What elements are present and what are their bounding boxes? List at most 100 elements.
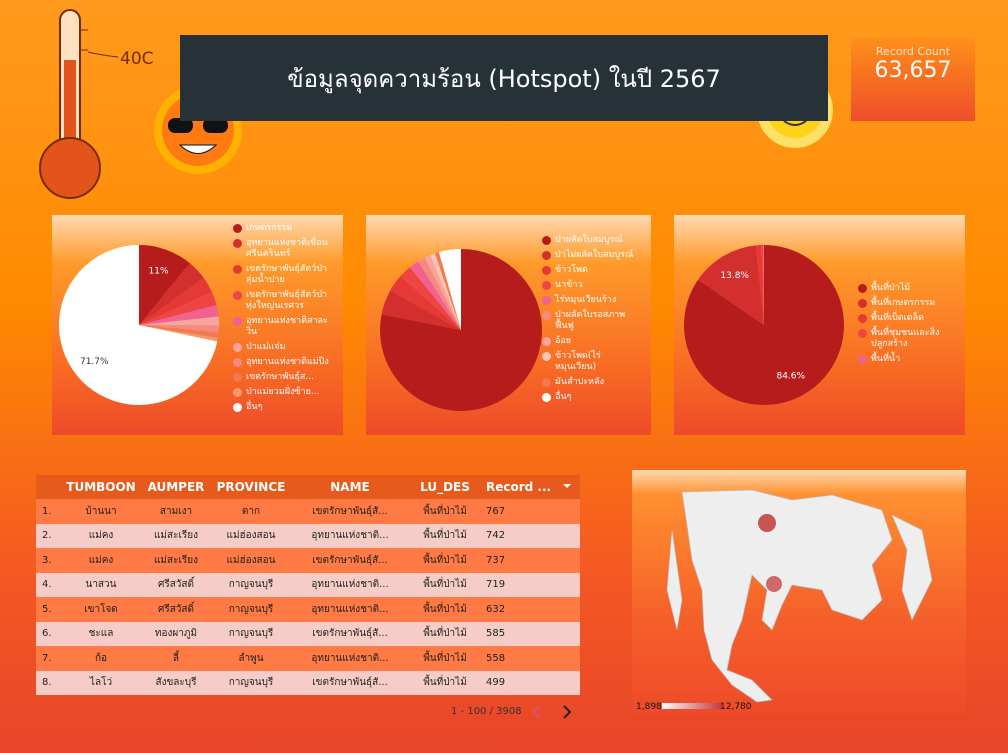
table-cell: แม่คง	[62, 523, 140, 548]
pager-buttons[interactable]	[530, 704, 580, 720]
table-row: 6. ชะแล ทองผาภูมิ กาญจนบุรี เขตรักษาพันธุ์สั…	[36, 621, 580, 646]
table-cell: กาญจนบุรี	[212, 572, 290, 597]
table-row: 5. เขาโจด ศรีสวัสดิ์ กาญจนบุรี อุทยานแห่งชาต…	[36, 597, 580, 622]
header-cell	[36, 475, 62, 499]
table: TUMBOON AUMPER PROVINCE NAME LU_DES Record ..…	[36, 475, 580, 695]
header-cell: TUMBOON	[62, 475, 140, 499]
table-cell: เขตรักษาพันธุ์สั...	[290, 621, 410, 646]
legend-label: อุทยานแห่งชาติแม่ปิง	[246, 357, 329, 367]
legend-item: พื้นที่ป่าไม้	[858, 283, 955, 294]
legend-label: อุทยานแห่งชาติสาละวิน	[246, 316, 328, 337]
table-cell: ศรีสวัสดิ์	[140, 572, 212, 597]
legend-label: เกษตรกรรม	[246, 223, 293, 233]
table-cell: แม่สะเรียง	[140, 523, 212, 548]
table-cell: 6.	[36, 621, 62, 646]
legend-swatch	[858, 329, 867, 338]
legend-label: ป่าผลัดใบสมบูรณ์	[555, 235, 623, 245]
table-cell: บ้านนา	[62, 499, 140, 524]
legend-item: ป่าแม่แจ่ม	[233, 342, 333, 353]
legend-swatch	[542, 296, 551, 305]
legend-swatch	[233, 358, 242, 367]
table-cell: อุทยานแห่งชาติ...	[290, 646, 410, 671]
legend-item: เขตรักษาพันธุ์สัตว์ป่าลุ่มน้ำปาย	[233, 264, 333, 286]
table-cell: พื้นที่ป่าไม้	[410, 670, 480, 695]
legend-swatch	[542, 236, 551, 245]
legend-item: ไร่หมุนเวียนร้าง	[542, 295, 641, 306]
legend-swatch	[233, 373, 242, 382]
legend-item: ป่าแม่ยวมฝั่งซ้าย...	[233, 387, 333, 398]
header-cell: Record ...	[480, 475, 580, 499]
table-cell: 7.	[36, 646, 62, 671]
table-cell: 737	[480, 548, 580, 573]
legend-item: เกษตรกรรม	[233, 223, 333, 234]
next-page[interactable]	[563, 705, 572, 719]
pie-slice	[424, 255, 461, 330]
table-cell: ชะแล	[62, 621, 140, 646]
legend: เกษตรกรรมอุทยานแห่งชาติเขื่อนศรีนครินทร์…	[233, 223, 333, 417]
pie-slice	[139, 277, 213, 325]
table-cell: แม่ฮ่องสอน	[212, 523, 290, 548]
pie-slice	[760, 245, 764, 325]
slice-label: 11%	[149, 266, 169, 276]
table-cell: นาสวน	[62, 572, 140, 597]
table-cell: ไลโว่	[62, 670, 140, 695]
legend-label: พื้นที่เกษตรกรรม	[871, 298, 936, 308]
header-cell: PROVINCE	[212, 475, 290, 499]
table-cell: 558	[480, 646, 580, 671]
title-box: ข้อมูลจุดความร้อน (Hotspot) ในปี 2567	[180, 35, 828, 121]
pie-slice	[400, 267, 461, 330]
table-cell: พื้นที่ป่าไม้	[410, 621, 480, 646]
legend-swatch	[858, 355, 867, 364]
legend-item: อุทยานแห่งชาติเขื่อนศรีนครินทร์	[233, 238, 333, 260]
pie-panel: 11% 71.7% เกษตรกรรม อุทยานแห่งชาติเขื่อนศรี…	[52, 215, 343, 435]
legend-item: อ้อย	[542, 336, 641, 347]
legend-swatch	[542, 378, 551, 387]
pie-slice	[381, 290, 461, 330]
legend-swatch	[542, 281, 551, 290]
legend-label: ไร่หมุนเวียนร้าง	[555, 295, 617, 305]
legend-swatch	[542, 352, 551, 361]
table-cell: พื้นที่ป่าไม้	[410, 548, 480, 573]
legend-swatch	[542, 251, 551, 260]
table-cell: 742	[480, 523, 580, 548]
legend-item: ข้าวโพด	[542, 265, 641, 276]
legend-label: อื่นๆ	[555, 392, 572, 402]
thermometer-label: 40C	[120, 49, 154, 69]
table-cell: พื้นที่ป่าไม้	[410, 597, 480, 622]
legend-label: อ้อย	[555, 336, 572, 346]
table-row: 8. ไลโว่ สังขละบุรี กาญจนบุรี เขตรักษาพันธุ์…	[36, 670, 580, 695]
legend-label: ป่าแม่ยวมฝั่งซ้าย...	[246, 387, 320, 397]
table-cell: 585	[480, 621, 580, 646]
legend-swatch	[233, 239, 242, 248]
legend-item: พื้นที่เบ็ดเตล็ด	[858, 313, 955, 324]
table-body: 1. บ้านนา สามเงา ตาก เขตรักษาพันธุ์สั... พื้น…	[36, 499, 580, 695]
pie-slice	[755, 245, 764, 325]
legend-label: พื้นที่ชุมชนและสิ่งปลูกสร้าง	[871, 328, 940, 349]
legend-label: ป่าผลัดใบรอสภาพฟื้นฟู	[555, 310, 626, 331]
table-row: 3. แม่คง แม่สะเรียง แม่ฮ่องสอน เขตรักษาพันธุ…	[36, 548, 580, 573]
legend-label: เขตรักษาพันธุ์ส...	[246, 372, 314, 382]
pie-slice	[409, 261, 461, 330]
legend-label: ป่าแม่แจ่ม	[246, 342, 286, 352]
legend-label: อื่นๆ	[246, 402, 263, 412]
slice-label: 13.8%	[720, 271, 749, 281]
table-cell: เขตรักษาพันธุ์สั...	[290, 670, 410, 695]
sort-icon[interactable]	[562, 481, 572, 491]
table-cell: อุทยานแห่งชาติ...	[290, 572, 410, 597]
legend-swatch	[233, 224, 242, 233]
legend-label: พื้นที่เบ็ดเตล็ด	[871, 313, 924, 323]
legend-label: ป่าไม่ผลัดใบสมบูรณ์	[555, 250, 634, 260]
legend-max: 12,780	[720, 702, 752, 712]
pie-slice	[698, 245, 764, 325]
pie-slice	[139, 325, 219, 339]
pie-slice	[139, 245, 190, 325]
slice-label: 84.6%	[776, 371, 805, 381]
prev-page[interactable]	[532, 705, 541, 719]
scorecard-value: 63,657	[874, 58, 952, 83]
table-row: 4. นาสวน ศรีสวัสดิ์ กาญจนบุรี อุทยานแห่งชาติ…	[36, 572, 580, 597]
table-cell: 719	[480, 572, 580, 597]
pie-chart: 11% 71.7%	[58, 245, 220, 405]
table-cell: แม่ฮ่องสอน	[212, 548, 290, 573]
table-cell: อุทยานแห่งชาติ...	[290, 597, 410, 622]
